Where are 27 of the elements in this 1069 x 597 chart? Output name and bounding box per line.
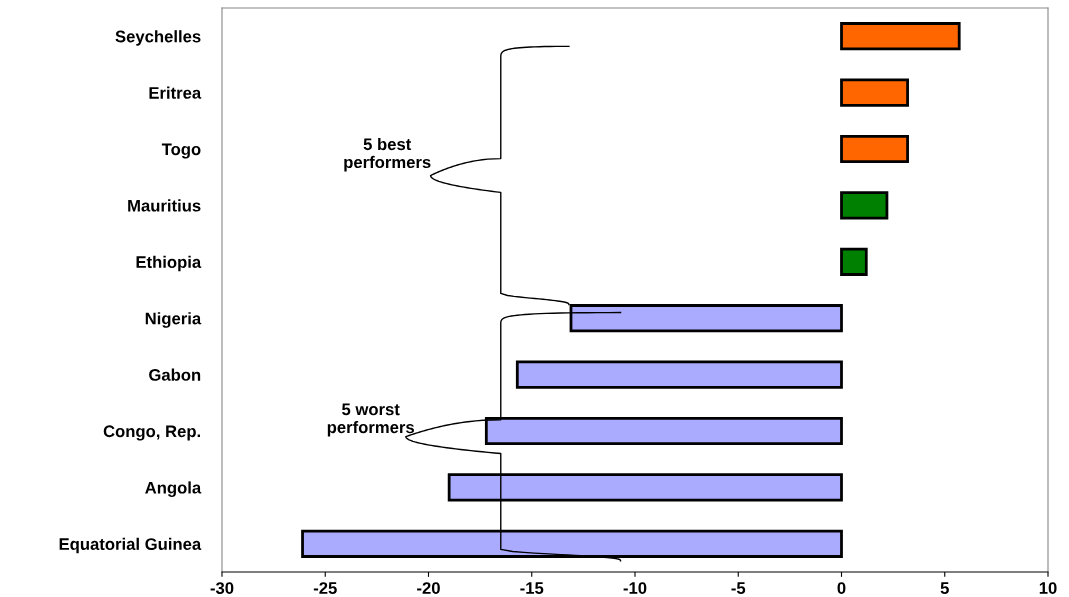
x-tick-label: -25	[313, 582, 337, 594]
y-tick-label: Congo, Rep.	[103, 425, 201, 441]
bar	[515, 360, 843, 389]
x-tick-label: -30	[210, 582, 234, 594]
y-tick-label: Eritrea	[149, 86, 202, 99]
x-tick-label: 5	[940, 582, 949, 594]
y-tick-label: Seychelles	[115, 30, 201, 46]
bar	[840, 78, 909, 107]
x-tick-label: -15	[520, 582, 544, 594]
x-tick-label: 10	[1039, 582, 1057, 594]
x-tick-label: 0	[837, 582, 846, 594]
bar	[840, 191, 889, 220]
y-tick-label: Mauritius	[128, 199, 201, 212]
bar	[840, 247, 868, 276]
y-tick-label: Nigeria	[145, 312, 202, 328]
y-tick-label: Gabon	[149, 368, 201, 381]
y-tick-label: Angola	[145, 481, 202, 497]
x-tick-label: -5	[731, 582, 746, 594]
x-tick-label: -10	[623, 582, 647, 594]
bar	[840, 134, 909, 164]
x-tick-label: -20	[417, 582, 440, 594]
annotation: 5 worst performers	[327, 403, 414, 437]
y-tick-label: Equatorial Guinea	[59, 537, 202, 554]
bar	[840, 22, 961, 51]
y-tick-label: Ethiopia	[136, 255, 202, 272]
annotation: 5 best performers	[344, 137, 431, 172]
y-tick-label: Togo	[161, 143, 201, 159]
